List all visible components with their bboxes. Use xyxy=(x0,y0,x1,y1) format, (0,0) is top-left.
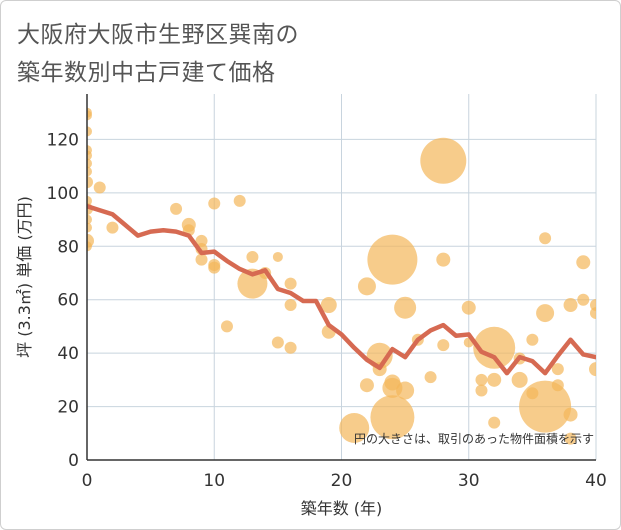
data-bubble xyxy=(475,384,488,397)
data-bubble xyxy=(233,194,246,207)
data-bubble xyxy=(284,341,297,354)
data-bubble xyxy=(87,150,92,161)
data-bubble xyxy=(359,378,374,393)
data-bubble xyxy=(394,296,417,319)
data-bubble xyxy=(437,339,450,352)
data-bubble xyxy=(526,333,539,346)
data-bubble xyxy=(284,277,297,290)
chart-title-line-1: 大阪府大阪市生野区巽南の xyxy=(17,22,299,48)
x-tick-label: 10 xyxy=(203,471,225,491)
data-bubble xyxy=(536,304,555,323)
data-bubble xyxy=(106,221,119,234)
data-bubble xyxy=(339,412,370,443)
data-bubble xyxy=(357,277,376,296)
x-tick-label: 40 xyxy=(585,471,607,491)
y-tick-label: 20 xyxy=(57,398,79,418)
data-bubble xyxy=(539,232,552,245)
data-bubble xyxy=(87,126,92,137)
y-tick-label: 40 xyxy=(57,344,79,364)
data-bubble xyxy=(87,241,92,252)
data-bubble xyxy=(475,373,488,386)
data-bubble xyxy=(195,253,208,266)
data-bubble xyxy=(551,379,564,392)
data-bubble xyxy=(519,380,572,433)
data-bubble xyxy=(208,197,221,210)
data-bubble xyxy=(367,234,418,285)
x-tick-label: 30 xyxy=(458,471,480,491)
y-axis-title: 坪 (3.3㎡) 単価 (万円) xyxy=(15,196,34,358)
data-bubble xyxy=(563,407,578,422)
data-bubble xyxy=(424,371,437,384)
data-bubble xyxy=(590,307,596,320)
data-bubble xyxy=(87,110,92,121)
average-price-line xyxy=(87,203,596,376)
data-bubble xyxy=(576,255,591,270)
data-bubble xyxy=(551,363,564,376)
data-bubble xyxy=(511,371,528,388)
chart-title-line-2: 築年数別中古戸建て価格 xyxy=(17,60,276,86)
data-bubble xyxy=(396,381,415,400)
data-bubble xyxy=(272,251,283,262)
y-tick-label: 80 xyxy=(57,237,79,257)
data-bubble xyxy=(87,158,92,169)
data-bubble xyxy=(564,432,577,445)
data-bubble xyxy=(370,395,415,440)
data-bubble xyxy=(208,261,221,274)
data-bubble xyxy=(87,222,92,233)
y-tick-label: 0 xyxy=(68,451,79,471)
x-axis-title: 築年数 (年) xyxy=(301,499,383,518)
data-bubble xyxy=(87,176,93,189)
data-bubble xyxy=(237,268,268,299)
y-tick-label: 60 xyxy=(57,291,79,311)
x-tick-label: 20 xyxy=(331,471,353,491)
data-bubble xyxy=(87,166,92,177)
data-bubble xyxy=(284,299,297,312)
data-bubble xyxy=(487,372,502,387)
data-bubble xyxy=(271,336,284,349)
data-bubble xyxy=(577,293,590,306)
data-bubble xyxy=(488,416,501,429)
data-bubble xyxy=(320,297,337,314)
data-bubble xyxy=(170,202,183,215)
bubble-group xyxy=(87,107,596,445)
size-legend-note: 円の大きさは、取引のあった物件面積を示す xyxy=(354,431,594,446)
x-tick-label: 0 xyxy=(82,471,93,491)
data-bubble xyxy=(589,362,596,377)
data-bubble xyxy=(93,181,106,194)
data-bubble xyxy=(461,300,476,315)
data-bubble xyxy=(473,326,516,369)
data-bubble xyxy=(420,137,467,184)
data-bubble xyxy=(220,320,233,333)
data-bubble xyxy=(436,252,451,267)
y-tick-label: 100 xyxy=(47,184,79,204)
data-bubble xyxy=(246,250,259,263)
data-bubble xyxy=(563,298,578,313)
data-bubble xyxy=(87,214,92,225)
y-tick-label: 120 xyxy=(47,130,79,150)
